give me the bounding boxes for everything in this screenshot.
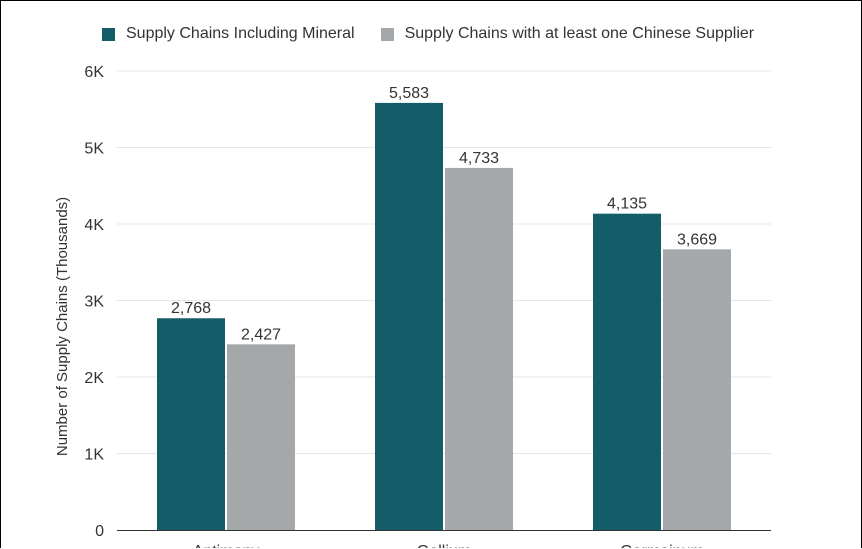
bar-gallium-series-1[interactable] <box>445 167 513 530</box>
y-tick-label: 3K <box>84 294 104 311</box>
y-tick-label: 4K <box>84 217 104 234</box>
y-axis-ticks: 0 1K 2K 3K 4K 5K 6K <box>84 64 104 540</box>
bar-antimony-series-0[interactable] <box>157 318 225 530</box>
bar-value-label: 4,733 <box>459 150 499 167</box>
bar-value-label: 3,669 <box>677 231 717 248</box>
legend-label-mineral: Supply Chains Including Mineral <box>126 25 355 42</box>
bar-value-label: 2,768 <box>171 300 211 317</box>
bar-germainum-series-0[interactable] <box>593 213 661 531</box>
legend-swatch-chinese-supplier <box>380 27 394 41</box>
y-tick-label: 2K <box>84 370 104 387</box>
data-labels: 2,768 2,427 5,583 4,733 4,135 3,669 <box>171 85 717 343</box>
y-tick-label: 6K <box>84 64 104 81</box>
bar-antimony-series-1[interactable] <box>227 344 295 530</box>
y-tick-label: 1K <box>84 447 104 464</box>
bars <box>157 102 731 531</box>
bar-gallium-series-0[interactable] <box>375 102 443 530</box>
x-axis-ticks: Antimony Gallium Germainum <box>193 543 704 548</box>
bar-germainum-series-1[interactable] <box>663 249 731 530</box>
legend-item-mineral[interactable]: Supply Chains Including Mineral <box>102 25 355 43</box>
x-tick-label: Antimony <box>193 543 260 548</box>
y-tick-label: 0 <box>95 523 104 540</box>
legend: Supply Chains Including Mineral Supply C… <box>102 25 780 43</box>
legend-swatch-mineral <box>102 27 115 41</box>
y-tick-label: 5K <box>84 141 104 158</box>
gridlines <box>117 70 771 454</box>
legend-label-chinese-supplier: Supply Chains with at least one Chinese … <box>404 25 755 42</box>
bar-value-label: 5,583 <box>389 85 429 102</box>
bar-value-label: 4,135 <box>607 196 647 213</box>
x-tick-label: Gallium <box>417 543 471 548</box>
y-axis-label: Number of Supply Chains (Thousands) <box>54 197 71 456</box>
bar-value-label: 2,427 <box>241 326 281 343</box>
x-tick-label: Germainum <box>620 543 704 548</box>
legend-item-chinese-supplier[interactable]: Supply Chains with at least one Chinese … <box>380 25 755 43</box>
